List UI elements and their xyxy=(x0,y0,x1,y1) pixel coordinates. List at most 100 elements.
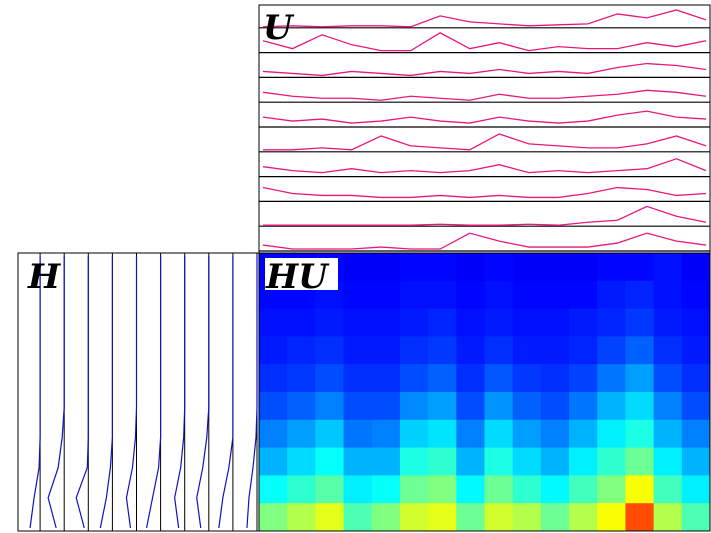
h-trace xyxy=(196,256,210,529)
heat-cell xyxy=(484,308,514,337)
heat-cell xyxy=(569,364,598,393)
heat-cell xyxy=(456,336,485,365)
heat-cell xyxy=(399,447,429,476)
heat-cell xyxy=(456,447,485,476)
heat-cell xyxy=(512,447,542,476)
heat-cell xyxy=(259,392,288,421)
heat-cell xyxy=(428,447,457,476)
heat-cell xyxy=(456,503,485,532)
heat-cell xyxy=(681,253,711,282)
h-panel xyxy=(29,253,258,531)
heat-cell xyxy=(287,336,316,365)
heat-cell xyxy=(653,503,683,532)
heat-cell xyxy=(399,392,429,421)
heat-cell xyxy=(540,253,570,282)
heat-cell xyxy=(540,392,570,421)
heat-cell xyxy=(484,447,514,476)
heat-cell xyxy=(343,364,373,393)
heat-cell xyxy=(512,280,542,310)
heat-cell xyxy=(484,364,514,393)
heat-cell xyxy=(540,308,570,337)
heat-cell xyxy=(343,253,373,282)
heat-cell xyxy=(512,336,542,365)
heat-cell xyxy=(653,419,683,449)
heat-cell xyxy=(428,308,457,337)
heat-cell xyxy=(653,392,683,421)
heat-cell xyxy=(569,308,598,337)
heat-cell xyxy=(456,475,485,504)
heat-cell xyxy=(625,364,655,393)
heat-cell xyxy=(540,280,570,310)
heat-cell xyxy=(681,419,711,449)
heat-cell xyxy=(569,419,598,449)
heat-cell xyxy=(371,392,401,421)
heat-cell xyxy=(625,280,655,310)
heat-cell xyxy=(540,364,570,393)
heat-cell xyxy=(681,308,711,337)
heat-cell xyxy=(371,475,401,504)
heat-cell xyxy=(625,336,655,365)
heat-cell xyxy=(512,364,542,393)
heat-cell xyxy=(484,336,514,365)
heat-cell xyxy=(597,503,626,532)
heat-cell xyxy=(653,336,683,365)
u-frame xyxy=(258,4,711,254)
u-trace xyxy=(263,205,707,226)
heat-cell xyxy=(399,280,429,310)
heat-cell xyxy=(625,419,655,449)
h-trace xyxy=(218,256,234,529)
u-trace xyxy=(263,133,707,151)
hu-label: HU xyxy=(265,257,330,297)
heat-cell xyxy=(569,475,598,504)
h-trace xyxy=(174,256,186,529)
heat-cell xyxy=(625,503,655,532)
heat-cell xyxy=(399,419,429,449)
heat-cell xyxy=(428,364,457,393)
heat-cell xyxy=(456,308,485,337)
heat-cell xyxy=(371,419,401,449)
heat-cell xyxy=(371,253,401,282)
heat-cell xyxy=(681,280,711,310)
heat-cell xyxy=(371,447,401,476)
heat-cell xyxy=(569,253,598,282)
heat-cell xyxy=(259,419,288,449)
heat-cell xyxy=(484,475,514,504)
heat-cell xyxy=(287,475,316,504)
heat-cell xyxy=(259,503,288,532)
hu-label-bg xyxy=(265,258,338,290)
heat-cell xyxy=(653,253,683,282)
heat-cell xyxy=(512,475,542,504)
heat-cell xyxy=(569,280,598,310)
heat-cell xyxy=(315,336,345,365)
heat-cell xyxy=(540,475,570,504)
u-label: U xyxy=(263,8,295,48)
heat-cell xyxy=(428,392,457,421)
heat-cell xyxy=(399,308,429,337)
heat-cell xyxy=(540,336,570,365)
heat-cell xyxy=(456,280,485,310)
h-trace xyxy=(75,256,89,529)
heat-cell xyxy=(653,280,683,310)
heat-cell xyxy=(653,447,683,476)
h-label: H xyxy=(27,257,62,297)
heat-cell xyxy=(371,336,401,365)
heat-cell xyxy=(315,419,345,449)
heat-cell xyxy=(456,253,485,282)
heat-cell xyxy=(625,308,655,337)
heat-cell xyxy=(428,336,457,365)
u-trace xyxy=(262,9,707,28)
heat-cell xyxy=(512,253,542,282)
heat-cell xyxy=(540,503,570,532)
heat-cell xyxy=(428,503,457,532)
heat-cell xyxy=(343,419,373,449)
u-trace xyxy=(262,158,707,174)
heat-cell xyxy=(456,419,485,449)
heat-cell xyxy=(343,280,373,310)
heat-cell xyxy=(371,364,401,393)
heat-cell xyxy=(315,475,345,504)
heat-cell xyxy=(287,503,316,532)
heat-cell xyxy=(569,503,598,532)
heat-cell xyxy=(315,308,345,337)
heat-cell xyxy=(512,503,542,532)
